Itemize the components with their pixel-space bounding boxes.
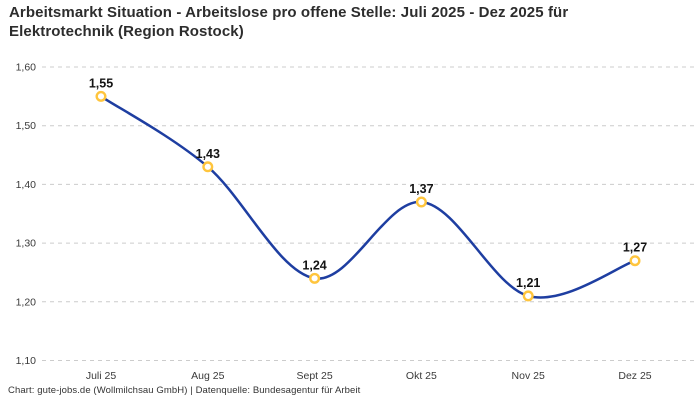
y-tick-label: 1,50 bbox=[16, 120, 37, 132]
chart-title: Arbeitsmarkt Situation - Arbeitslose pro… bbox=[9, 4, 569, 40]
x-axis-label: Aug 25 bbox=[191, 370, 224, 382]
y-tick-label: 1,40 bbox=[16, 179, 37, 191]
y-tick-label: 1,30 bbox=[16, 238, 37, 250]
x-axis-label: Dez 25 bbox=[618, 370, 651, 382]
data-point-marker bbox=[629, 255, 641, 267]
x-axis-label: Sept 25 bbox=[296, 370, 332, 382]
data-series-line bbox=[99, 95, 637, 299]
data-point-marker bbox=[415, 196, 427, 208]
data-point-label: 1,55 bbox=[89, 76, 113, 90]
data-point-marker bbox=[202, 161, 214, 173]
line-chart-canvas: 1,60 1,50 1,40 1,30 1,20 1,10 1,55 Juli 25 1,43 A… bbox=[16, 62, 698, 382]
chart-footer: Chart: gute-jobs.de (Wollmilchsau GmbH) … bbox=[8, 385, 361, 396]
data-point-label: 1,24 bbox=[302, 258, 326, 272]
y-tick-label: 1,10 bbox=[16, 355, 37, 367]
x-axis-label: Nov 25 bbox=[512, 370, 545, 382]
data-point-label: 1,43 bbox=[196, 147, 220, 161]
x-axis-label: Okt 25 bbox=[406, 370, 437, 382]
y-tick-label: 1,20 bbox=[16, 296, 37, 308]
data-point-label: 1,27 bbox=[623, 241, 647, 255]
data-point-label: 1,21 bbox=[516, 276, 540, 290]
data-point-marker bbox=[522, 290, 534, 302]
data-point-marker bbox=[309, 272, 321, 284]
x-axis-label: Juli 25 bbox=[86, 370, 117, 382]
y-tick-label: 1,60 bbox=[16, 62, 37, 74]
data-point-label: 1,37 bbox=[409, 182, 433, 196]
data-point-marker bbox=[95, 90, 107, 102]
